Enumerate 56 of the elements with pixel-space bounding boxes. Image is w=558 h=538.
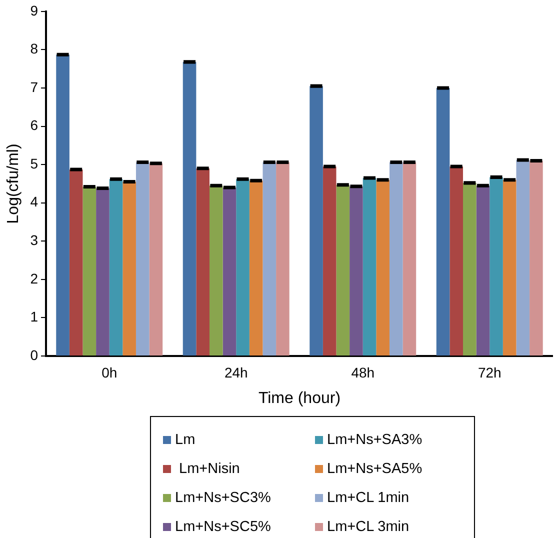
bar [490, 177, 503, 356]
bar [336, 184, 350, 356]
bar [222, 188, 236, 356]
bar [182, 62, 196, 356]
bar [136, 162, 150, 356]
y-tick-label: 0 [30, 346, 38, 363]
bar [502, 180, 516, 356]
y-tick-label: 5 [30, 155, 38, 172]
bar [69, 170, 83, 356]
y-tick-label: 7 [30, 78, 38, 95]
bar [310, 86, 323, 356]
legend-label: Lm+Ns+SC5% [175, 518, 271, 534]
bar [122, 182, 136, 356]
bar [262, 162, 276, 356]
bar [56, 54, 70, 356]
x-tick-label: 24h [224, 364, 248, 380]
legend-label: Lm+CL 3min [327, 518, 410, 534]
x-axis-title: Time (hour) [258, 390, 341, 407]
bar [96, 188, 110, 356]
y-tick-label: 6 [30, 117, 38, 134]
bar [322, 166, 336, 356]
bar [236, 179, 250, 356]
bar [389, 162, 403, 356]
y-tick-label: 1 [30, 308, 38, 325]
x-tick-label: 48h [351, 364, 375, 380]
bar [402, 162, 416, 356]
bar [109, 179, 123, 356]
x-tick-label: 72h [478, 364, 502, 380]
legend-label: Lm+Ns+SC3% [175, 490, 271, 506]
bar [476, 186, 490, 356]
bar [530, 160, 543, 356]
legend-label: Lm+CL 1min [327, 490, 410, 506]
y-tick-label: 3 [30, 232, 38, 248]
x-tick-label: 0h [102, 364, 118, 380]
legend-label: Lm+Ns+SA5% [327, 460, 422, 476]
bar [149, 163, 163, 356]
bar [436, 88, 450, 356]
bar [196, 168, 210, 356]
bar [276, 162, 290, 356]
legend-label: Lm+Ns+SA3% [327, 432, 422, 448]
y-tick-label: 9 [30, 2, 38, 18]
bar [82, 186, 96, 356]
y-axis-title: Log(cfu/ml) [5, 144, 22, 224]
bar [249, 180, 263, 356]
bar [463, 182, 476, 356]
y-tick-label: 2 [30, 270, 38, 286]
bar [450, 166, 464, 356]
bar [376, 180, 390, 356]
bar [210, 186, 223, 356]
bar [516, 160, 530, 356]
bar [362, 178, 376, 356]
bar [350, 186, 363, 356]
legend-label: Lm [175, 432, 196, 448]
y-tick-label: 8 [30, 40, 38, 57]
legend-label: Lm+Nisin [178, 460, 240, 476]
y-tick-label: 4 [30, 194, 38, 210]
